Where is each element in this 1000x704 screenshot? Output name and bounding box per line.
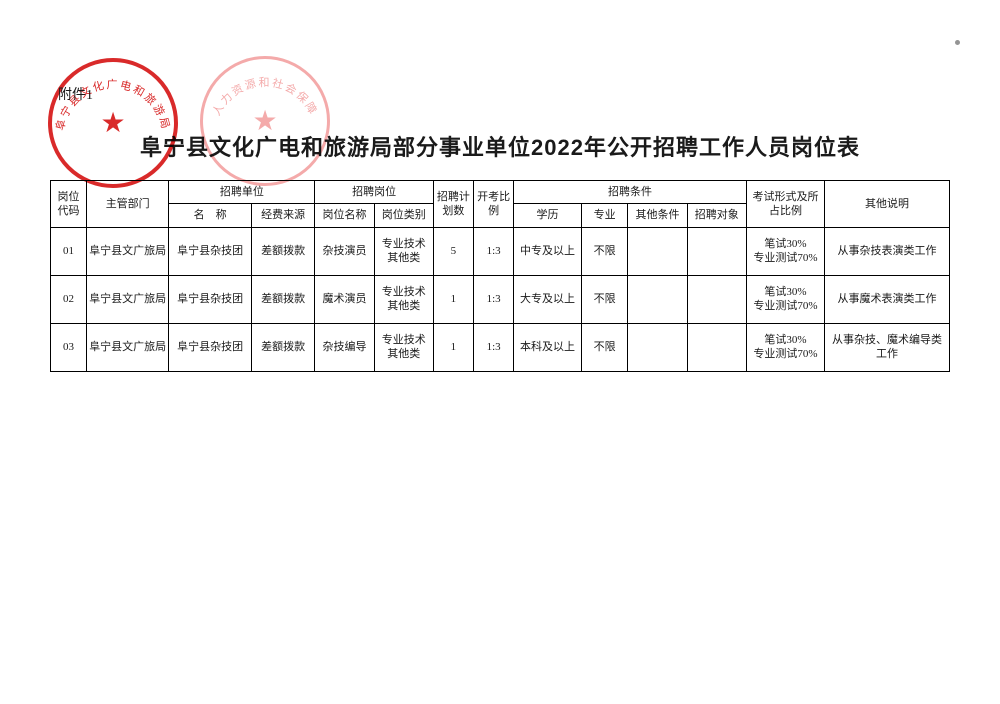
- th-post-code: 岗位代码: [51, 181, 87, 228]
- job-table: 岗位代码 主管部门 招聘单位 招聘岗位 招聘计划数 开考比例 招聘条件 考试形式…: [50, 180, 950, 372]
- cell-education: 中专及以上: [514, 227, 582, 275]
- cell-post_name: 杂技演员: [315, 227, 374, 275]
- cell-exam_form: 笔试30%专业测试70%: [746, 323, 824, 371]
- cell-target: [687, 227, 746, 275]
- attachment-label: 附件1: [58, 84, 93, 104]
- th-exam-form: 考试形式及所占比例: [746, 181, 824, 228]
- th-education: 学历: [514, 204, 582, 227]
- cell-fund_source: 差额拨款: [251, 323, 314, 371]
- svg-text:人力资源和社会保障: 人力资源和社会保障: [210, 75, 321, 118]
- cell-target: [687, 323, 746, 371]
- cell-exam_ratio: 1:3: [474, 323, 514, 371]
- th-remark: 其他说明: [825, 181, 950, 228]
- cell-other_cond: [628, 227, 687, 275]
- cell-fund_source: 差额拨款: [251, 275, 314, 323]
- cell-major: 不限: [581, 323, 628, 371]
- cell-exam_ratio: 1:3: [474, 275, 514, 323]
- cell-education: 本科及以上: [514, 323, 582, 371]
- cell-exam_form: 笔试30%专业测试70%: [746, 275, 824, 323]
- cell-code: 03: [51, 323, 87, 371]
- th-exam-ratio: 开考比例: [474, 181, 514, 228]
- cell-post_type: 专业技术其他类: [374, 323, 433, 371]
- th-post-name: 岗位名称: [315, 204, 374, 227]
- th-unit-name: 名 称: [169, 204, 251, 227]
- official-seal-2: 人力资源和社会保障 ★: [200, 56, 330, 186]
- cell-other_cond: [628, 275, 687, 323]
- cell-post_name: 魔术演员: [315, 275, 374, 323]
- th-major: 专业: [581, 204, 628, 227]
- cell-remark: 从事杂技表演类工作: [825, 227, 950, 275]
- cell-other_cond: [628, 323, 687, 371]
- cell-major: 不限: [581, 227, 628, 275]
- th-plan-count: 招聘计划数: [433, 181, 473, 228]
- cell-remark: 从事魔术表演类工作: [825, 275, 950, 323]
- cell-post_type: 专业技术其他类: [374, 275, 433, 323]
- cell-exam_form: 笔试30%专业测试70%: [746, 227, 824, 275]
- cell-target: [687, 275, 746, 323]
- cell-major: 不限: [581, 275, 628, 323]
- official-seal-1: 阜宁县文化广电和旅游局 ★: [48, 58, 178, 188]
- scan-mark: [955, 40, 960, 45]
- cell-fund_source: 差额拨款: [251, 227, 314, 275]
- page: 阜宁县文化广电和旅游局 ★ 人力资源和社会保障 ★ 附件1 阜宁县文化广电和旅游…: [0, 0, 1000, 704]
- table-row: 02阜宁县文广旅局阜宁县杂技团差额拨款魔术演员专业技术其他类11:3大专及以上不…: [51, 275, 950, 323]
- th-recruit-post: 招聘岗位: [315, 181, 433, 204]
- cell-plan_count: 5: [433, 227, 473, 275]
- th-dept: 主管部门: [86, 181, 168, 228]
- cell-plan_count: 1: [433, 275, 473, 323]
- cell-unit_name: 阜宁县杂技团: [169, 323, 251, 371]
- cell-dept: 阜宁县文广旅局: [86, 323, 168, 371]
- seal-2-text: 人力资源和社会保障: [210, 75, 321, 118]
- cell-post_type: 专业技术其他类: [374, 227, 433, 275]
- cell-unit_name: 阜宁县杂技团: [169, 227, 251, 275]
- cell-code: 02: [51, 275, 87, 323]
- cell-remark: 从事杂技、魔术编导类工作: [825, 323, 950, 371]
- th-target: 招聘对象: [687, 204, 746, 227]
- table-body: 01阜宁县文广旅局阜宁县杂技团差额拨款杂技演员专业技术其他类51:3中专及以上不…: [51, 227, 950, 371]
- th-fund-source: 经费来源: [251, 204, 314, 227]
- cell-unit_name: 阜宁县杂技团: [169, 275, 251, 323]
- cell-dept: 阜宁县文广旅局: [86, 227, 168, 275]
- table-row: 03阜宁县文广旅局阜宁县杂技团差额拨款杂技编导专业技术其他类11:3本科及以上不…: [51, 323, 950, 371]
- cell-dept: 阜宁县文广旅局: [86, 275, 168, 323]
- th-other-cond: 其他条件: [628, 204, 687, 227]
- cell-post_name: 杂技编导: [315, 323, 374, 371]
- th-recruit-unit: 招聘单位: [169, 181, 315, 204]
- cell-plan_count: 1: [433, 323, 473, 371]
- cell-code: 01: [51, 227, 87, 275]
- cell-education: 大专及以上: [514, 275, 582, 323]
- th-conditions: 招聘条件: [514, 181, 747, 204]
- table-header: 岗位代码 主管部门 招聘单位 招聘岗位 招聘计划数 开考比例 招聘条件 考试形式…: [51, 181, 950, 228]
- page-title: 阜宁县文化广电和旅游局部分事业单位2022年公开招聘工作人员岗位表: [50, 130, 950, 162]
- table-row: 01阜宁县文广旅局阜宁县杂技团差额拨款杂技演员专业技术其他类51:3中专及以上不…: [51, 227, 950, 275]
- cell-exam_ratio: 1:3: [474, 227, 514, 275]
- th-post-type: 岗位类别: [374, 204, 433, 227]
